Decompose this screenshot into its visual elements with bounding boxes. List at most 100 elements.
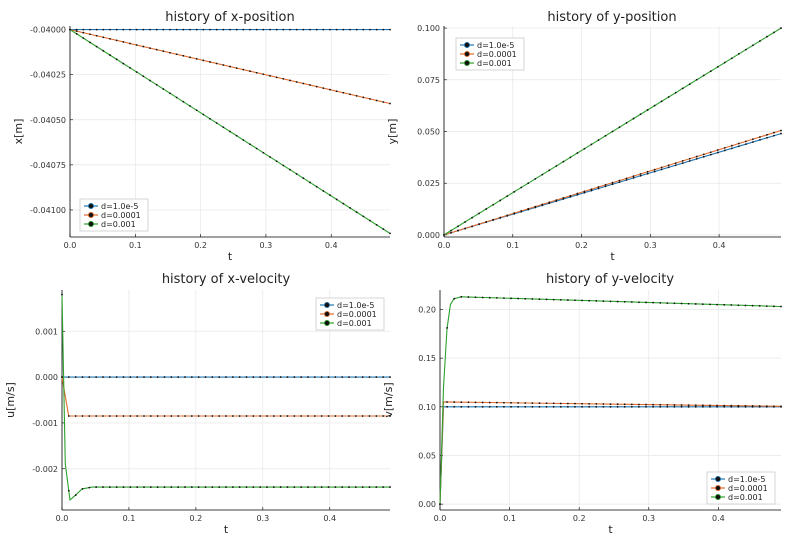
data-point: [75, 30, 78, 33]
series-markers-3: [69, 28, 391, 235]
data-point: [129, 376, 132, 378]
data-point: [88, 415, 91, 417]
data-point: [604, 185, 607, 188]
data-point: [162, 28, 165, 31]
data-point: [238, 486, 241, 488]
data-point: [222, 28, 225, 31]
data-point: [169, 28, 171, 31]
data-point: [349, 93, 351, 96]
data-point: [122, 62, 125, 65]
x-tick-label: 0.4: [712, 514, 725, 523]
data-point: [510, 297, 512, 300]
data-point: [335, 28, 338, 31]
data-point: [659, 301, 662, 304]
data-point: [737, 304, 740, 307]
data-point: [687, 404, 690, 407]
data-point: [639, 174, 642, 177]
data-point: [590, 143, 593, 146]
data-point: [499, 199, 502, 202]
series-markers-1: [443, 132, 782, 236]
data-point: [95, 376, 98, 378]
data-point: [716, 149, 719, 151]
data-point: [581, 402, 583, 405]
data-point: [252, 376, 255, 378]
data-point: [660, 168, 663, 171]
x-tick-label: 0.0: [64, 241, 77, 250]
data-point: [313, 376, 316, 378]
x-tick-label: 0.2: [194, 241, 207, 250]
x-tick-label: 0.4: [325, 241, 338, 250]
data-point: [82, 31, 85, 34]
data-point: [555, 199, 558, 202]
data-point: [695, 158, 698, 160]
legend-marker: [323, 301, 330, 308]
data-point: [135, 44, 138, 46]
data-point: [666, 405, 669, 408]
y-tick-label: 0.050: [417, 128, 440, 137]
data-point: [638, 301, 640, 304]
data-point: [329, 194, 331, 197]
data-point: [182, 54, 185, 57]
data-point: [545, 298, 548, 301]
chart-panel-2: history of y-position 0.0 0.1 0.2 0.3 0.4 0.00…: [386, 10, 782, 263]
data-point: [315, 185, 318, 188]
data-point: [680, 404, 683, 406]
data-point: [368, 415, 371, 417]
data-point: [149, 486, 152, 488]
data-point: [492, 218, 495, 221]
data-point: [155, 83, 158, 86]
data-point: [275, 160, 278, 163]
series-markers-3: [443, 27, 782, 236]
data-point: [638, 403, 640, 406]
data-point: [362, 28, 365, 31]
data-point: [488, 401, 491, 404]
data-point: [555, 165, 558, 167]
legend-label: d=0.001: [477, 59, 512, 68]
data-point: [225, 376, 227, 378]
data-point: [375, 415, 378, 417]
x-tick-label: 0.1: [503, 514, 516, 523]
data-point: [218, 415, 221, 417]
data-point: [632, 177, 635, 179]
data-point: [695, 78, 698, 81]
data-point: [269, 28, 271, 31]
data-point: [694, 405, 697, 408]
data-point: [744, 404, 747, 407]
legend-marker: [88, 220, 95, 227]
data-point: [566, 299, 569, 301]
data-point: [576, 192, 579, 195]
data-point: [375, 224, 378, 226]
data-point: [723, 149, 726, 152]
data-point: [618, 179, 621, 182]
data-point: [95, 28, 98, 31]
data-point: [342, 202, 345, 205]
data-point: [464, 221, 466, 223]
data-point: [289, 168, 291, 171]
legend-marker: [323, 310, 330, 317]
data-point: [467, 405, 470, 408]
data-point: [74, 415, 77, 417]
data-point: [453, 405, 456, 408]
data-point: [215, 122, 218, 124]
data-point: [190, 415, 193, 417]
data-point: [611, 183, 614, 186]
y-tick-label: 0.05: [418, 451, 436, 460]
data-point: [108, 415, 111, 417]
data-point: [389, 486, 391, 488]
y-axis-label: x[m]: [12, 119, 25, 145]
data-point: [327, 415, 330, 417]
data-point: [765, 305, 768, 308]
data-point: [660, 166, 663, 169]
legend-marker: [88, 202, 95, 209]
data-point: [215, 62, 218, 65]
data-point: [709, 70, 712, 73]
data-point: [660, 100, 663, 103]
x-tick-label: 0.4: [323, 514, 336, 523]
data-point: [506, 214, 509, 217]
data-point: [723, 303, 726, 306]
data-point: [513, 190, 516, 193]
data-point: [102, 36, 105, 39]
x-axis-label: t: [224, 523, 229, 533]
data-point: [202, 113, 205, 116]
